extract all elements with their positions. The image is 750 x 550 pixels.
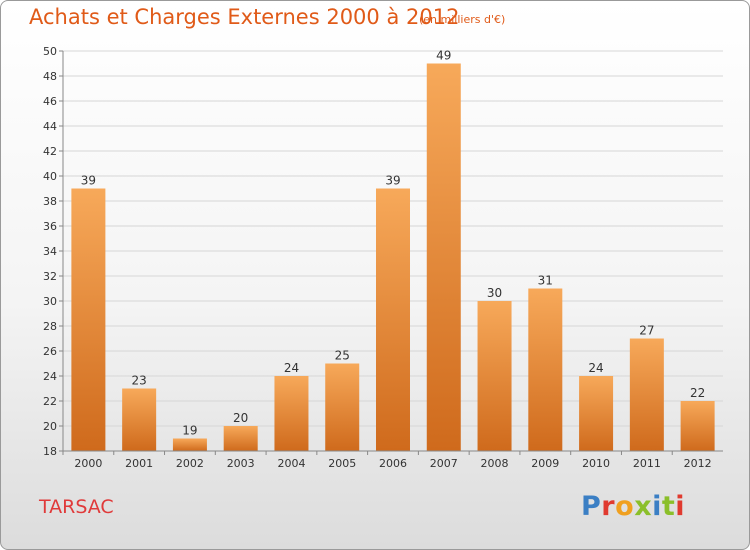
y-tick-label: 36: [43, 220, 57, 233]
y-tick-label: 22: [43, 395, 57, 408]
logo-letter: P: [581, 491, 602, 522]
bar-2003: [223, 426, 258, 451]
bar-2001: [122, 388, 157, 451]
data-label: 24: [284, 361, 299, 375]
x-tick-label: 2001: [125, 457, 153, 470]
y-tick-label: 34: [43, 245, 57, 258]
bars: [71, 63, 715, 451]
data-labels: 39 23 19 20 24 25 39 49 30 31 24 27 22: [81, 49, 706, 438]
x-tick-label: 2003: [227, 457, 255, 470]
data-label: 27: [639, 324, 654, 338]
bar-2009: [528, 288, 563, 451]
bar-2000: [71, 188, 106, 451]
x-tick-label: 2004: [277, 457, 305, 470]
data-label: 39: [81, 174, 96, 188]
x-tick-label: 2009: [531, 457, 559, 470]
x-tick-label: 2011: [633, 457, 661, 470]
logo-letter: t: [661, 491, 676, 522]
chart-title: Achats et Charges Externes 2000 à 2012: [29, 5, 460, 29]
proxiti-logo: Proxiti: [581, 491, 685, 522]
data-label: 25: [335, 349, 350, 363]
y-tick-label: 50: [43, 45, 57, 58]
data-label: 22: [690, 386, 705, 400]
x-tick-label: 2002: [176, 457, 204, 470]
y-tick-label: 38: [43, 195, 57, 208]
y-tick-label: 20: [43, 420, 57, 433]
logo-letter: o: [615, 491, 635, 522]
y-tick-label: 32: [43, 270, 57, 283]
x-tick-label: 2006: [379, 457, 407, 470]
y-tick-label: 46: [43, 95, 57, 108]
data-label: 24: [588, 361, 603, 375]
bar-2008: [477, 301, 512, 451]
data-label: 49: [436, 49, 451, 63]
bar-2010: [579, 376, 614, 451]
logo-letter: i: [652, 491, 662, 522]
bar-2004: [274, 376, 309, 451]
x-tick-label: 2007: [430, 457, 458, 470]
data-label: 31: [538, 274, 553, 288]
y-tick-label: 18: [43, 445, 57, 458]
y-tick-label: 40: [43, 170, 57, 183]
x-axis-ticks: 2000 2001 2002 2003 2004 2005 2006 2007 2008 2009…: [62, 451, 712, 470]
y-tick-label: 30: [43, 295, 57, 308]
bar-2007: [426, 63, 461, 451]
data-label: 39: [385, 174, 400, 188]
data-label: 20: [233, 411, 248, 425]
commune-name: TARSAC: [39, 496, 114, 518]
data-label: 30: [487, 286, 502, 300]
bar-2011: [629, 338, 664, 451]
y-tick-label: 24: [43, 370, 57, 383]
y-tick-label: 28: [43, 320, 57, 333]
chart-unit: (en milliers d'€): [419, 13, 506, 26]
x-tick-label: 2008: [481, 457, 509, 470]
y-tick-label: 48: [43, 70, 57, 83]
x-tick-label: 2000: [74, 457, 102, 470]
bar-2005: [325, 363, 360, 451]
data-label: 19: [182, 424, 197, 438]
data-label: 23: [132, 374, 147, 388]
axes: [62, 51, 723, 452]
y-tick-label: 26: [43, 345, 57, 358]
logo-letter: x: [634, 491, 653, 522]
y-tick-label: 44: [43, 120, 57, 133]
y-tick-label: 42: [43, 145, 57, 158]
logo-letter: i: [675, 491, 686, 522]
bar-2012: [680, 401, 715, 451]
bar-2002: [172, 438, 207, 451]
y-axis-ticks: 18 20 22 24 26 28 30 32 34 36 38 40 42 44 46 48 50: [43, 45, 63, 458]
logo-letter: r: [601, 491, 616, 522]
bar-2006: [376, 188, 410, 451]
x-tick-label: 2010: [582, 457, 610, 470]
x-tick-label: 2012: [684, 457, 712, 470]
x-tick-label: 2005: [328, 457, 356, 470]
